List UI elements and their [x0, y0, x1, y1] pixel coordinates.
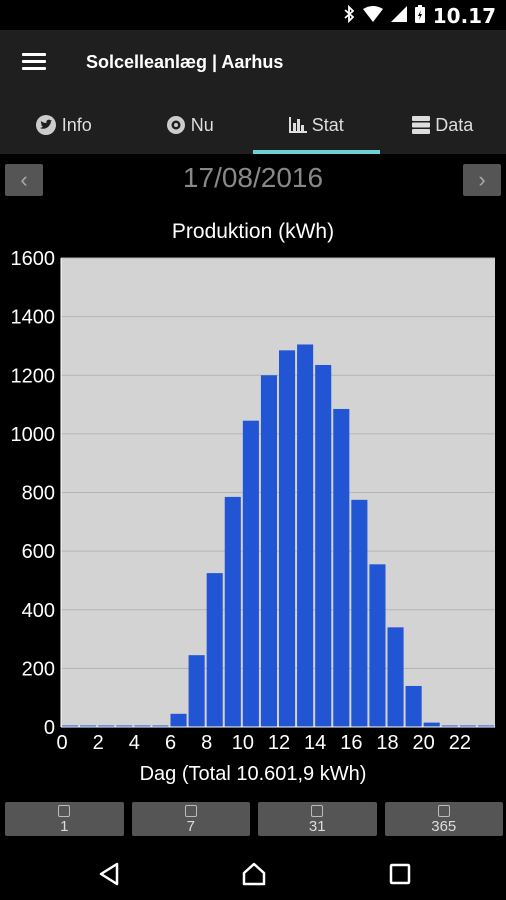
wifi-icon [362, 5, 383, 27]
y-tick-label: 800 [22, 483, 55, 505]
x-tick-label: 2 [93, 732, 104, 754]
y-tick-label: 400 [22, 600, 55, 622]
tab-label: Nu [190, 114, 214, 135]
bar [441, 725, 458, 727]
back-icon[interactable] [98, 862, 120, 891]
chart-title: Produktion (kWh) [171, 220, 335, 243]
system-nav-bar [0, 848, 506, 900]
home-icon[interactable] [241, 862, 267, 891]
tab-label: Data [435, 114, 474, 135]
bar [98, 725, 115, 727]
bar [206, 573, 223, 727]
x-axis-label: Dag (Total 10.601,9 kWh) [139, 763, 367, 785]
y-tick-label: 200 [22, 658, 55, 680]
x-tick-label: 0 [56, 732, 67, 754]
bar [351, 499, 368, 727]
bar [423, 722, 440, 727]
tab-data[interactable]: Data [380, 96, 506, 154]
bar [152, 725, 169, 727]
bar [116, 725, 133, 727]
range-1-day-button[interactable]: 1 [5, 802, 124, 836]
gauge-icon [166, 115, 186, 135]
x-tick-label: 20 [413, 732, 435, 754]
bar [224, 496, 241, 727]
calendar-icon [437, 805, 450, 817]
x-tick-label: 6 [165, 732, 176, 754]
y-tick-label: 0 [44, 717, 55, 739]
bar [405, 685, 422, 727]
bar [315, 364, 332, 727]
production-chart: 0 200 400 600 800 1000 1200 1400 1600 0 2 4 6 8 10 12 14… [11, 248, 495, 754]
range-label: 31 [308, 818, 326, 835]
bar [80, 725, 97, 727]
bar [134, 725, 151, 727]
x-tick-label: 14 [304, 732, 326, 754]
bar [170, 713, 187, 727]
calendar-icon [311, 805, 324, 817]
battery-icon [414, 4, 425, 28]
bar [387, 627, 404, 727]
y-tick-label: 1200 [11, 365, 56, 387]
y-tick-label: 1600 [11, 248, 56, 270]
y-tick-label: 600 [22, 541, 55, 563]
bar [242, 420, 259, 727]
app-bar: Solcelleanlæg | Aarhus [0, 30, 506, 96]
bar [369, 564, 386, 727]
x-tick-label: 22 [449, 732, 471, 754]
menu-icon[interactable] [22, 53, 46, 71]
current-date: 17/08/2016 [182, 162, 324, 193]
bar [477, 725, 494, 727]
database-icon [412, 116, 431, 134]
bluetooth-icon [343, 4, 355, 28]
range-label: 7 [186, 818, 195, 835]
bar [260, 375, 277, 727]
signal-icon [390, 5, 407, 27]
tab-label: Info [61, 114, 92, 135]
app-title: Solcelleanlæg | Aarhus [86, 52, 284, 72]
x-tick-label: 8 [201, 732, 212, 754]
x-tick-label: 4 [129, 732, 140, 754]
range-7-days-button[interactable]: 7 [131, 802, 250, 836]
previous-date-button[interactable]: ‹ [5, 164, 43, 196]
tab-nu[interactable]: Nu [127, 96, 254, 154]
status-bar: 10.17 [0, 0, 506, 30]
bar [188, 655, 205, 727]
range-buttons: 1 7 31 365 [5, 802, 503, 836]
tab-label: Stat [311, 114, 344, 135]
bar [459, 725, 476, 727]
tab-info[interactable]: Info [0, 96, 127, 154]
bar [297, 344, 314, 727]
x-tick-label: 12 [268, 732, 290, 754]
calendar-icon [184, 805, 197, 817]
calendar-icon [58, 805, 71, 817]
next-date-button[interactable]: › [463, 164, 501, 196]
x-tick-label: 10 [232, 732, 254, 754]
range-365-days-button[interactable]: 365 [384, 802, 503, 836]
bar-chart-icon [288, 117, 307, 133]
range-label: 1 [60, 818, 69, 835]
bar [62, 725, 79, 727]
clock: 10.17 [432, 4, 496, 28]
y-tick-label: 1000 [11, 424, 56, 446]
date-navigator: ‹ 17/08/2016 › [0, 160, 506, 200]
tab-bar: Info Nu Stat Data [0, 96, 506, 154]
bar [333, 408, 350, 727]
range-label: 365 [431, 818, 457, 835]
recents-icon[interactable] [389, 862, 411, 891]
bar [279, 350, 296, 727]
twitter-icon [35, 114, 57, 136]
x-tick-label: 18 [376, 732, 398, 754]
tab-stat[interactable]: Stat [253, 96, 380, 154]
x-tick-label: 16 [340, 732, 362, 754]
range-31-days-button[interactable]: 31 [258, 802, 377, 836]
y-tick-label: 1400 [11, 307, 56, 329]
